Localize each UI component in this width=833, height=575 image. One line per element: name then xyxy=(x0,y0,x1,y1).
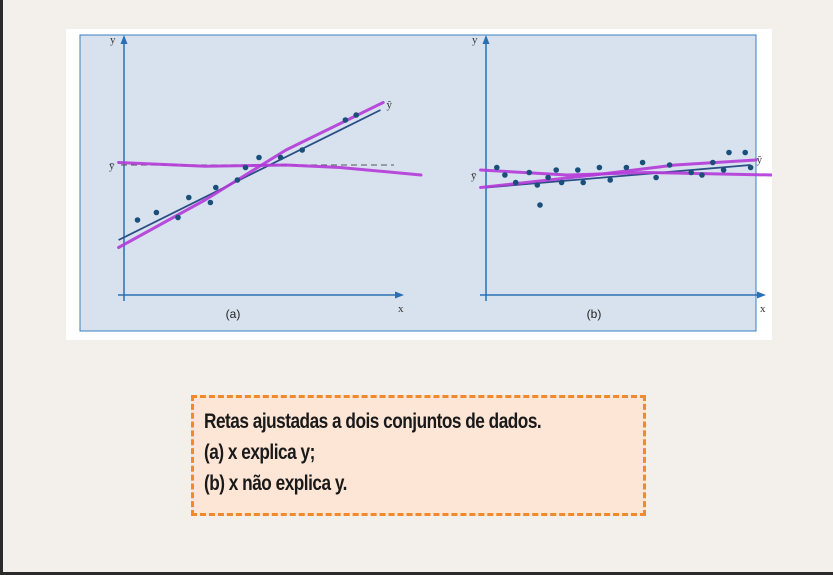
panel-label-b: (b) xyxy=(587,307,602,321)
data-point-b-0 xyxy=(494,164,500,171)
data-point-a-0 xyxy=(134,217,141,223)
data-point-a-6 xyxy=(234,177,241,183)
y-axis-label-b: y xyxy=(472,34,478,46)
data-point-b-12 xyxy=(607,177,613,183)
data-point-b-20 xyxy=(720,167,727,173)
frame-left-edge xyxy=(0,0,3,575)
data-point-b-2 xyxy=(512,179,519,186)
fit-line-b xyxy=(485,164,751,189)
data-point-b-10 xyxy=(580,179,586,186)
caption-line-1: Retas ajustadas a dois conjuntos de dado… xyxy=(204,410,542,433)
y-axis-arrow-a xyxy=(120,35,128,44)
data-point-a-5 xyxy=(213,184,219,191)
data-point-a-7 xyxy=(242,164,249,171)
data-point-b-18 xyxy=(699,172,705,178)
frame-bottom-edge xyxy=(0,572,833,575)
data-point-b-16 xyxy=(666,162,673,168)
mean-label-a: ȳ xyxy=(109,160,115,172)
data-point-a-8 xyxy=(256,154,262,161)
data-point-b-19 xyxy=(710,159,716,166)
fit-label-b: ŷ xyxy=(757,154,763,166)
data-point-b-3 xyxy=(526,169,532,176)
data-point-b-14 xyxy=(639,159,646,166)
fit-line-a xyxy=(118,109,381,241)
data-point-b-22 xyxy=(742,149,748,156)
marker-mean-line-a xyxy=(117,161,423,177)
caption-line-3: (b) x não explica y. xyxy=(204,472,347,495)
data-point-b-7 xyxy=(553,167,559,173)
data-point-a-1 xyxy=(153,209,160,216)
data-point-b-9 xyxy=(575,167,581,173)
data-point-a-12 xyxy=(353,112,360,118)
x-axis-arrow-a xyxy=(395,291,404,299)
y-axis-arrow-b xyxy=(482,35,490,44)
data-point-b-21 xyxy=(726,149,732,156)
data-point-b-1 xyxy=(502,172,508,178)
data-point-b-15 xyxy=(653,174,659,181)
panel-background xyxy=(79,34,757,332)
data-point-b-8 xyxy=(558,179,565,186)
data-point-a-3 xyxy=(186,194,192,201)
data-point-a-10 xyxy=(299,147,305,153)
y-axis-label-a: y xyxy=(110,34,116,46)
x-axis-arrow-b xyxy=(757,291,766,299)
data-point-b-17 xyxy=(688,169,694,176)
fit-label-a: ŷ xyxy=(387,99,393,111)
data-point-b-4 xyxy=(534,182,541,188)
data-point-b-11 xyxy=(596,164,603,171)
data-point-a-11 xyxy=(342,117,349,123)
data-point-b-6 xyxy=(545,174,551,181)
marker-fit-line-a xyxy=(117,101,385,249)
data-point-b-13 xyxy=(623,164,630,171)
panel-label-a: (a) xyxy=(226,307,241,321)
data-point-b-5 xyxy=(537,202,543,208)
mean-label-b: ȳ xyxy=(471,170,477,182)
data-point-a-2 xyxy=(175,214,181,221)
data-point-a-4 xyxy=(207,199,214,206)
figure-svg: x y ȳ ŷ (a) x y ȳ ŷ (b) xyxy=(79,34,772,332)
caption-line-2: (a) x explica y; xyxy=(204,441,315,464)
x-axis-label-b: x xyxy=(760,303,766,315)
data-point-b-23 xyxy=(747,164,754,171)
x-axis-label-a: x xyxy=(398,303,404,315)
data-point-a-9 xyxy=(277,154,284,161)
figure-card: x y ȳ ŷ (a) x y ȳ ŷ (b) xyxy=(66,29,772,340)
caption-box: Retas ajustadas a dois conjuntos de dado… xyxy=(191,395,646,516)
